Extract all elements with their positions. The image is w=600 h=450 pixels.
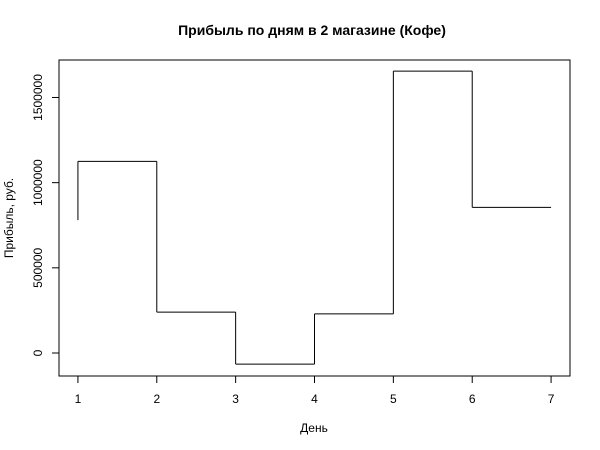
- x-tick-label: 4: [311, 392, 318, 406]
- y-tick-label: 500000: [31, 247, 45, 287]
- x-tick-label: 5: [390, 392, 397, 406]
- x-tick-label: 2: [153, 392, 160, 406]
- y-axis: 0 500000 1000000 1500000: [31, 74, 60, 356]
- x-tick-label: 7: [548, 392, 555, 406]
- y-tick-label: 1500000: [31, 74, 45, 121]
- series-layer: [77, 70, 552, 365]
- chart-title: Прибыль по дням в 2 магазине (Кофе): [178, 22, 446, 38]
- series-0: [77, 70, 552, 365]
- y-tick-label: 1000000: [31, 159, 45, 206]
- x-tick-label: 1: [75, 392, 82, 406]
- x-axis: 1 2 3 4 5 6 7: [75, 375, 555, 406]
- y-axis-label: Прибыль, руб.: [2, 178, 16, 258]
- x-tick-label: 6: [469, 392, 476, 406]
- x-axis-label: День: [300, 421, 328, 435]
- x-tick-label: 3: [232, 392, 239, 406]
- y-tick-label: 0: [31, 349, 45, 356]
